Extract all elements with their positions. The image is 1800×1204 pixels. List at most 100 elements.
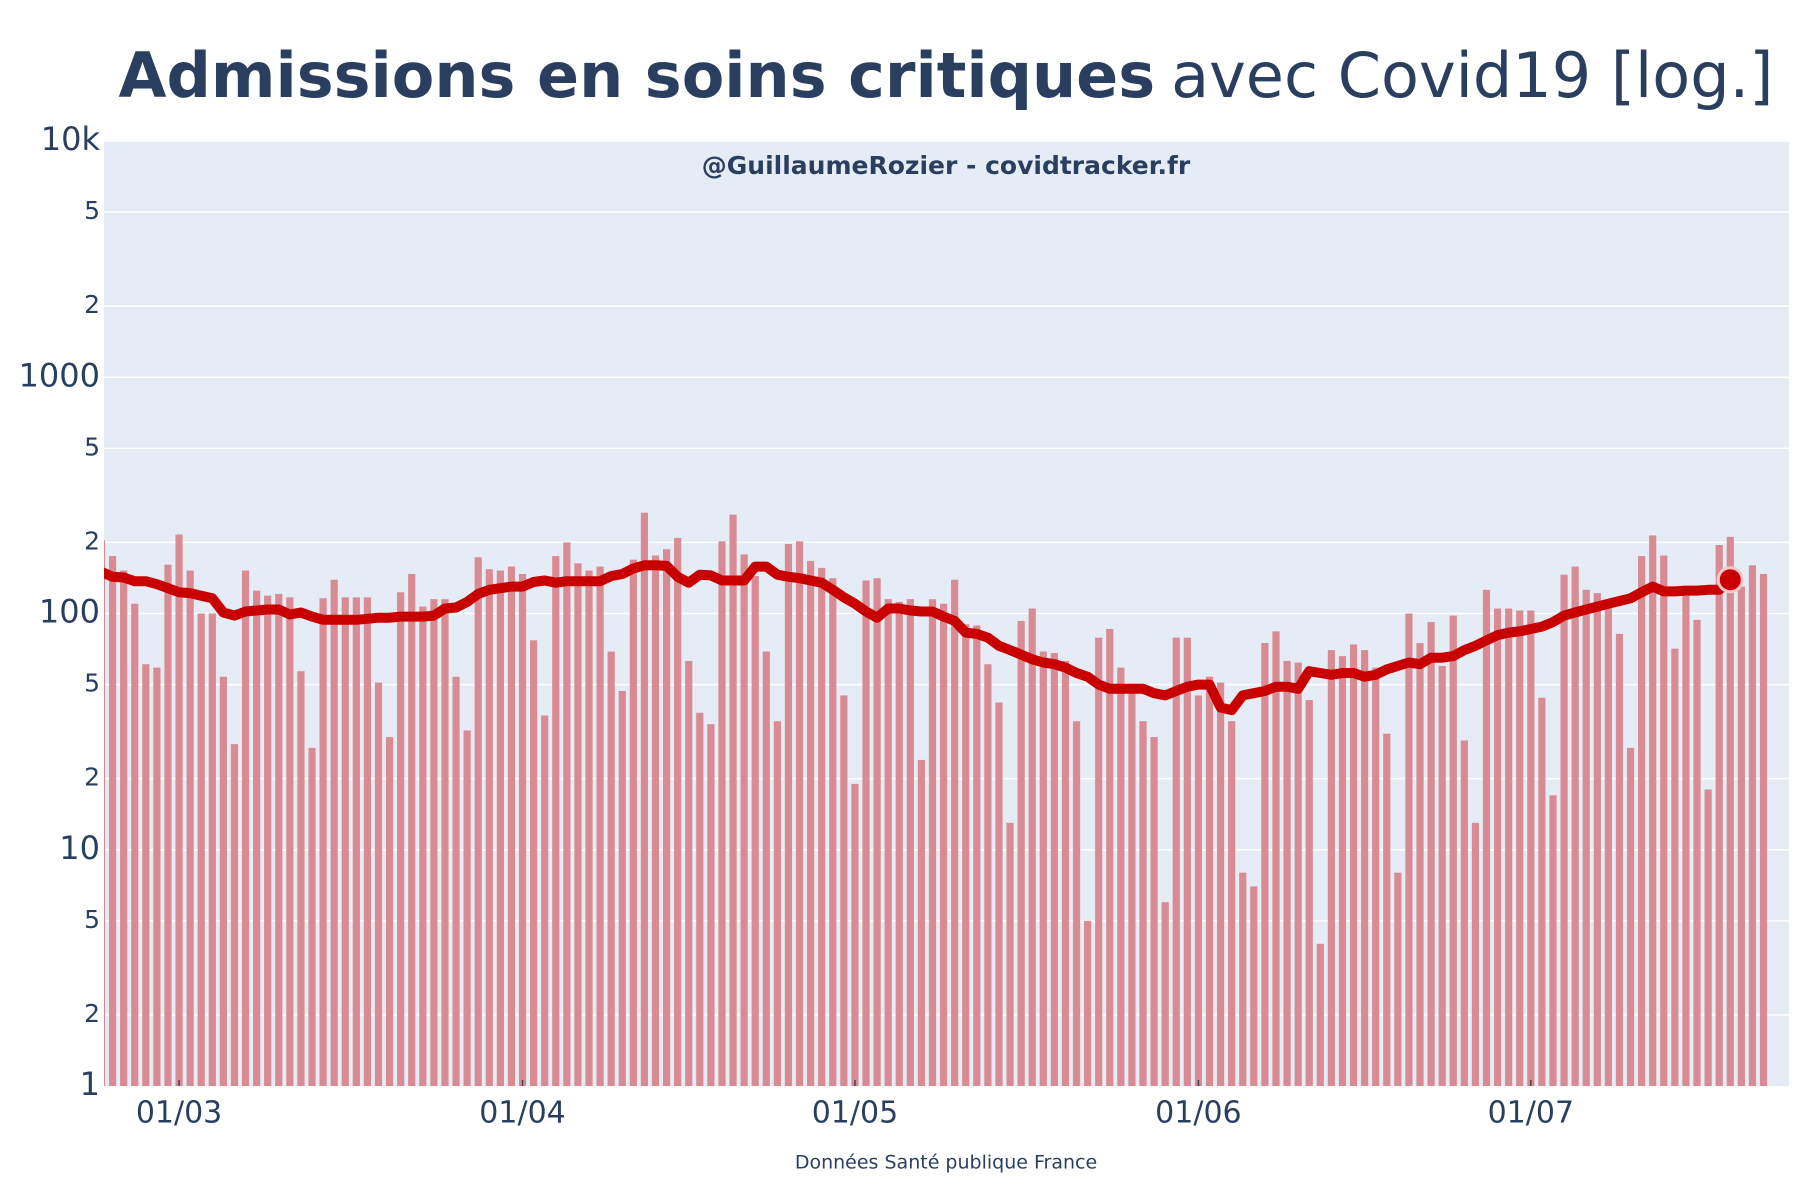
bar: [518, 573, 527, 1086]
bar: [696, 712, 704, 1086]
bar: [1449, 615, 1457, 1086]
bar: [1726, 536, 1734, 1086]
bar: [1050, 653, 1058, 1086]
bar: [962, 624, 970, 1086]
bar: [1649, 535, 1657, 1086]
bar: [131, 603, 139, 1086]
bar: [264, 595, 272, 1086]
bar: [1516, 610, 1524, 1086]
bar: [1250, 886, 1258, 1086]
bar: [1538, 697, 1546, 1086]
bar: [629, 559, 637, 1086]
bar: [1748, 565, 1757, 1086]
bar: [707, 724, 715, 1086]
y-tick-label: 5: [84, 432, 100, 461]
source-note: Données Santé publique France: [795, 1152, 1097, 1174]
bar: [685, 660, 693, 1086]
bar: [1372, 667, 1380, 1086]
bar: [895, 601, 903, 1086]
bar: [1571, 566, 1579, 1086]
y-tick-label: 2: [84, 763, 100, 792]
bar: [1438, 665, 1446, 1086]
bar: [219, 676, 227, 1086]
bar: [1560, 574, 1568, 1086]
bar: [1604, 602, 1612, 1086]
bar: [541, 715, 549, 1086]
bar: [1239, 872, 1247, 1086]
y-tick-label: 5: [84, 196, 100, 225]
bar: [1593, 593, 1601, 1086]
bar: [1482, 589, 1491, 1086]
bar: [751, 576, 759, 1086]
bar: [1394, 872, 1402, 1086]
bar: [197, 613, 205, 1086]
bar: [1349, 644, 1358, 1086]
bar: [1493, 608, 1502, 1086]
bar: [319, 598, 327, 1086]
bar: [1172, 637, 1180, 1086]
bar: [995, 702, 1003, 1086]
bar: [1615, 633, 1624, 1086]
title-bold: Admissions en soins critiques: [119, 39, 1156, 112]
bar: [1582, 589, 1590, 1086]
x-tick-label: 01/03: [136, 1096, 222, 1131]
bar: [1460, 740, 1468, 1086]
bar: [1361, 650, 1369, 1086]
bar: [496, 570, 504, 1086]
bar: [607, 651, 615, 1086]
bars: [104, 512, 1768, 1086]
bar: [651, 555, 660, 1086]
bar: [463, 730, 471, 1086]
bar: [153, 667, 161, 1086]
y-tick-label: 1: [80, 1065, 100, 1103]
x-tick-label: 01/05: [812, 1096, 898, 1131]
bar: [452, 676, 460, 1086]
bar: [951, 579, 959, 1086]
bar: [585, 570, 593, 1086]
bar: [784, 543, 793, 1086]
bar: [1682, 590, 1690, 1086]
bar: [104, 540, 106, 1086]
bar: [973, 625, 981, 1086]
bar: [1338, 656, 1347, 1086]
y-tick-label: 100: [39, 593, 100, 631]
annotation: @GuillaumeRozier - covidtracker.fr: [702, 151, 1191, 180]
bar: [1039, 651, 1047, 1086]
last-point: [1716, 566, 1744, 594]
title-normal: avec Covid19 [log.]: [1171, 39, 1773, 112]
bar: [906, 599, 914, 1086]
bar: [596, 566, 604, 1086]
bar: [851, 783, 859, 1086]
bar: [729, 514, 737, 1086]
bar: [1759, 573, 1768, 1086]
y-tick-label: 10: [59, 829, 100, 867]
bar: [1084, 920, 1092, 1086]
bar: [984, 664, 992, 1086]
bar: [1272, 631, 1280, 1086]
bar: [419, 606, 427, 1086]
bar: [1072, 721, 1081, 1086]
bar: [1216, 682, 1225, 1086]
bar: [662, 549, 671, 1086]
bar: [1549, 795, 1557, 1086]
bar: [1416, 643, 1424, 1086]
bar: [1128, 684, 1136, 1086]
bar: [618, 690, 626, 1086]
bar: [740, 554, 748, 1086]
y-tick-label: 5: [84, 905, 100, 934]
bar: [1405, 613, 1413, 1086]
y-tick-label: 5: [84, 669, 100, 698]
bar: [275, 593, 283, 1086]
line: [104, 560, 1734, 716]
bar: [917, 759, 926, 1086]
bar: [385, 737, 394, 1086]
bar: [1626, 747, 1635, 1086]
bar: [374, 682, 383, 1086]
bar: [142, 664, 150, 1086]
bar: [1638, 556, 1646, 1086]
bar: [563, 542, 571, 1086]
y-tick-label: 10k: [41, 120, 101, 158]
bar: [1693, 619, 1701, 1086]
bar: [1183, 637, 1191, 1086]
bar: [1261, 643, 1269, 1086]
